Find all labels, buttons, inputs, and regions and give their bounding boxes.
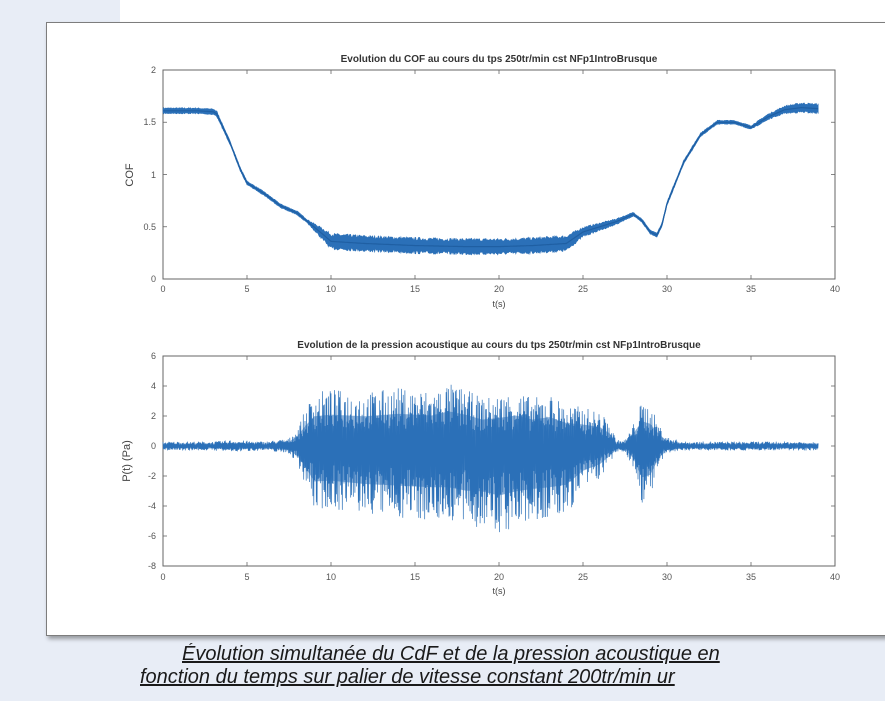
cof-x-tick-label: 10 <box>326 284 336 294</box>
pressure-series-signal <box>162 384 819 533</box>
cof-series-line <box>163 106 819 248</box>
pressure-chart-title: Evolution de la pression acoustique au c… <box>297 340 701 351</box>
pressure-y-ticks: -8 -6 -4 -2 0 2 4 6 <box>148 351 156 571</box>
pressure-y-tick-label: 2 <box>151 411 156 421</box>
pressure-tick-marks <box>162 355 836 567</box>
cof-y-tick-label: 0 <box>151 274 156 284</box>
pressure-x-tick-label: 40 <box>830 572 840 582</box>
cof-x-tick-label: 30 <box>662 284 672 294</box>
cof-x-tick-label: 25 <box>578 284 588 294</box>
pressure-x-tick-label: 20 <box>494 572 504 582</box>
pressure-x-tick-label: 0 <box>160 572 165 582</box>
pressure-y-tick-label: 4 <box>151 381 156 391</box>
pressure-y-tick-label: -2 <box>148 471 156 481</box>
cof-chart-title: Evolution du COF au cours du tps 250tr/m… <box>341 54 658 65</box>
pressure-x-tick-label: 25 <box>578 572 588 582</box>
cof-y-tick-label: 1.5 <box>143 117 156 127</box>
pressure-chart: Evolution de la pression acoustique au c… <box>121 340 840 596</box>
pressure-y-tick-label: 6 <box>151 351 156 361</box>
pressure-x-tick-label: 15 <box>410 572 420 582</box>
pressure-x-tick-label: 35 <box>746 572 756 582</box>
cof-x-tick-label: 20 <box>494 284 504 294</box>
cof-y-ticks: 0 0.5 1 1.5 2 <box>143 65 156 284</box>
cof-x-tick-label: 0 <box>160 284 165 294</box>
figure-caption: Évolution simultanée du CdF et de la pre… <box>120 643 885 701</box>
pressure-y-tick-label: 0 <box>151 441 156 451</box>
pressure-x-ticks: 0 5 10 15 20 25 30 35 40 <box>160 572 840 582</box>
pressure-y-tick-label: -6 <box>148 531 156 541</box>
cof-y-axis-label: COF <box>124 163 136 187</box>
cof-y-tick-label: 0.5 <box>143 222 156 232</box>
cof-chart: Evolution du COF au cours du tps 250tr/m… <box>124 54 840 309</box>
caption-line-2: fonction du temps sur palier de vitesse … <box>140 666 675 688</box>
pressure-x-tick-label: 30 <box>662 572 672 582</box>
pressure-y-tick-label: -8 <box>148 561 156 571</box>
pressure-x-tick-label: 10 <box>326 572 336 582</box>
pressure-x-tick-label: 5 <box>244 572 249 582</box>
cof-x-tick-label: 35 <box>746 284 756 294</box>
cof-y-tick-label: 1 <box>151 170 156 180</box>
pressure-y-axis-label: P(t) (Pa) <box>121 440 133 482</box>
cof-series-band <box>162 102 819 256</box>
cof-x-axis-label: t(s) <box>493 299 506 309</box>
cof-x-tick-label: 40 <box>830 284 840 294</box>
caption-background-band <box>0 636 885 701</box>
pressure-y-tick-label: -4 <box>148 501 156 511</box>
figure-plots: Evolution du COF au cours du tps 250tr/m… <box>121 54 840 596</box>
caption-line-1: Évolution simultanée du CdF et de la pre… <box>182 643 720 665</box>
cof-x-tick-label: 15 <box>410 284 420 294</box>
cof-y-tick-label: 2 <box>151 65 156 75</box>
pressure-x-axis-label: t(s) <box>493 586 506 596</box>
cof-x-ticks: 0 5 10 15 20 25 30 35 40 <box>160 284 840 294</box>
cof-tick-marks <box>162 69 836 280</box>
cof-x-tick-label: 5 <box>244 284 249 294</box>
